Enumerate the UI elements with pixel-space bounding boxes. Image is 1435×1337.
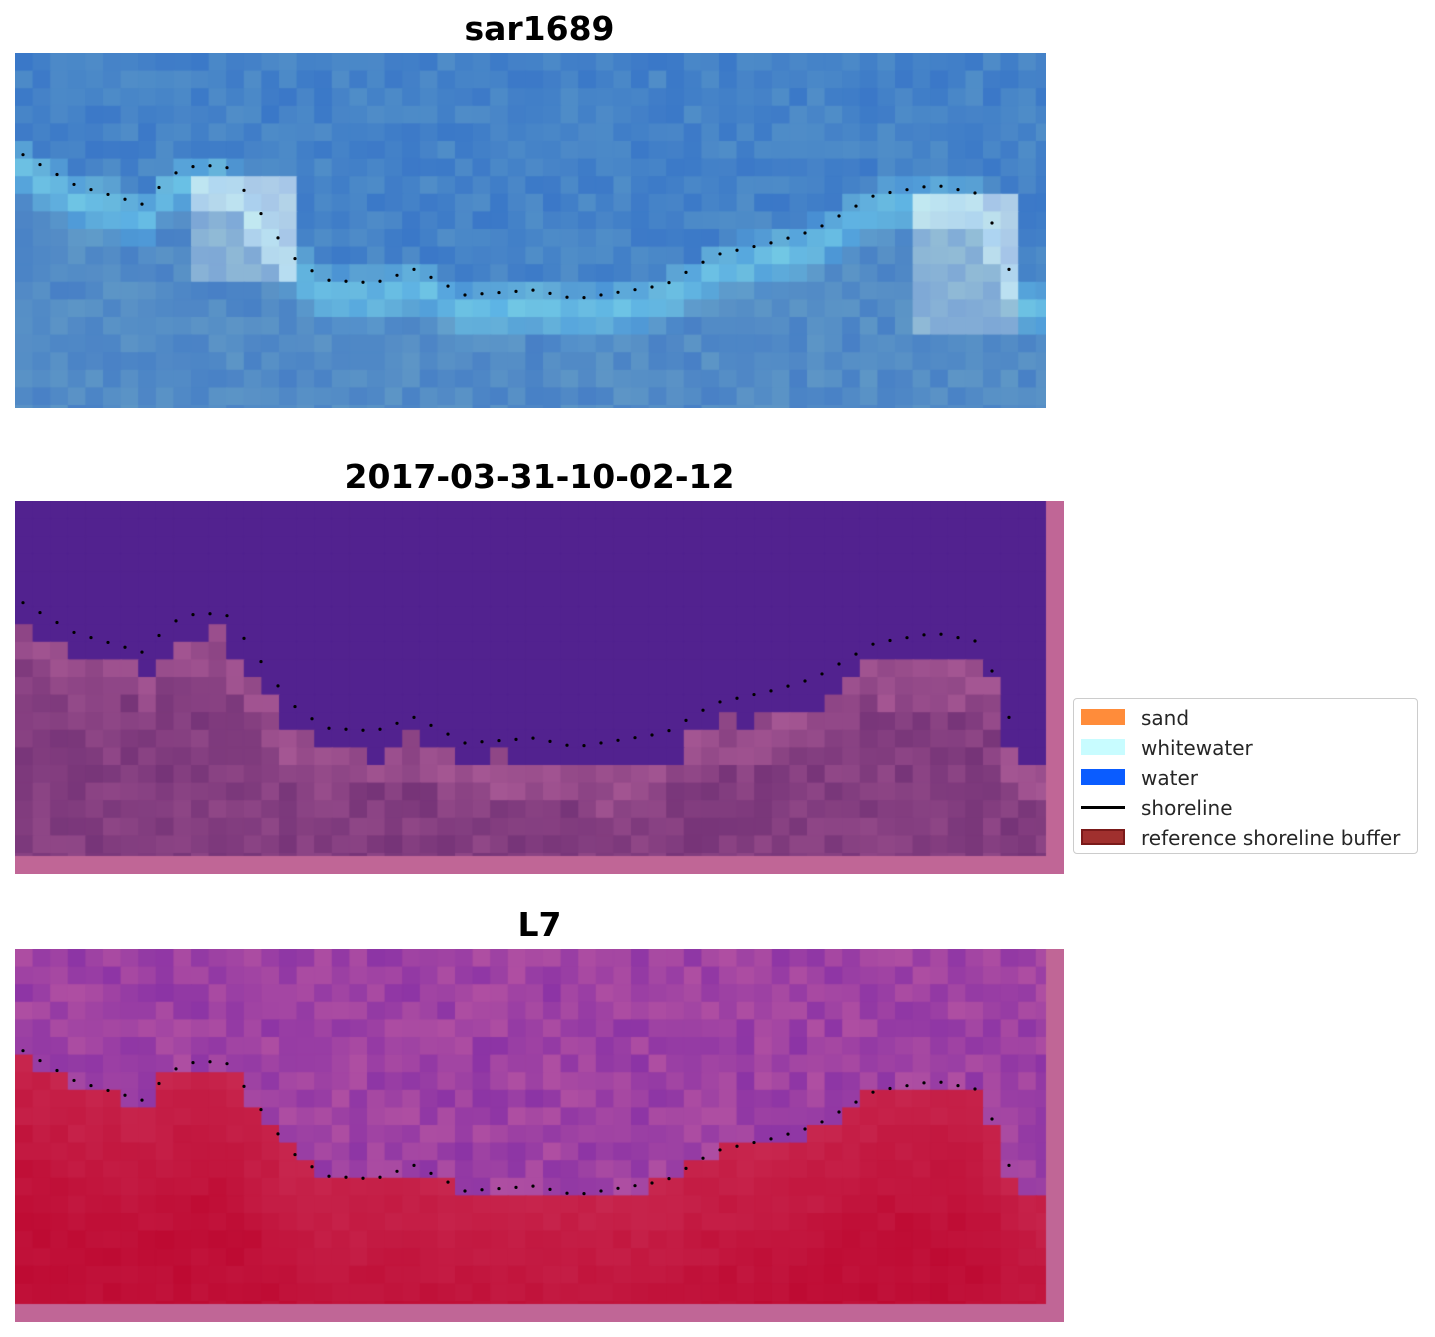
legend-label-shoreline: shoreline [1141,796,1233,820]
panel-1-title: sar1689 [464,9,615,48]
classification-panel [15,501,1064,874]
water-swatch [1081,769,1125,785]
index-image [15,949,1064,1322]
panel-2-title: 2017-03-31-10-02-12 [344,457,735,496]
panel-3-title: L7 [517,905,562,944]
sar-image-panel [15,53,1046,408]
classification-image [15,501,1064,874]
legend-label-reference-buffer: reference shoreline buffer [1141,826,1401,850]
legend-item-sand: sand [1081,706,1416,732]
sand-swatch [1081,709,1125,725]
sar-image [15,53,1046,408]
legend-label-whitewater: whitewater [1141,736,1253,760]
legend: sand whitewater water shoreline referenc… [1073,698,1418,854]
legend-item-shoreline: shoreline [1081,796,1416,822]
reference-buffer-swatch [1081,829,1125,845]
whitewater-swatch [1081,739,1125,755]
legend-label-water: water [1141,766,1198,790]
shoreline-line-swatch [1081,806,1125,809]
legend-label-sand: sand [1141,706,1190,730]
legend-item-whitewater: whitewater [1081,736,1416,762]
legend-item-reference-buffer: reference shoreline buffer [1081,826,1416,852]
legend-item-water: water [1081,766,1416,792]
index-panel [15,949,1064,1322]
